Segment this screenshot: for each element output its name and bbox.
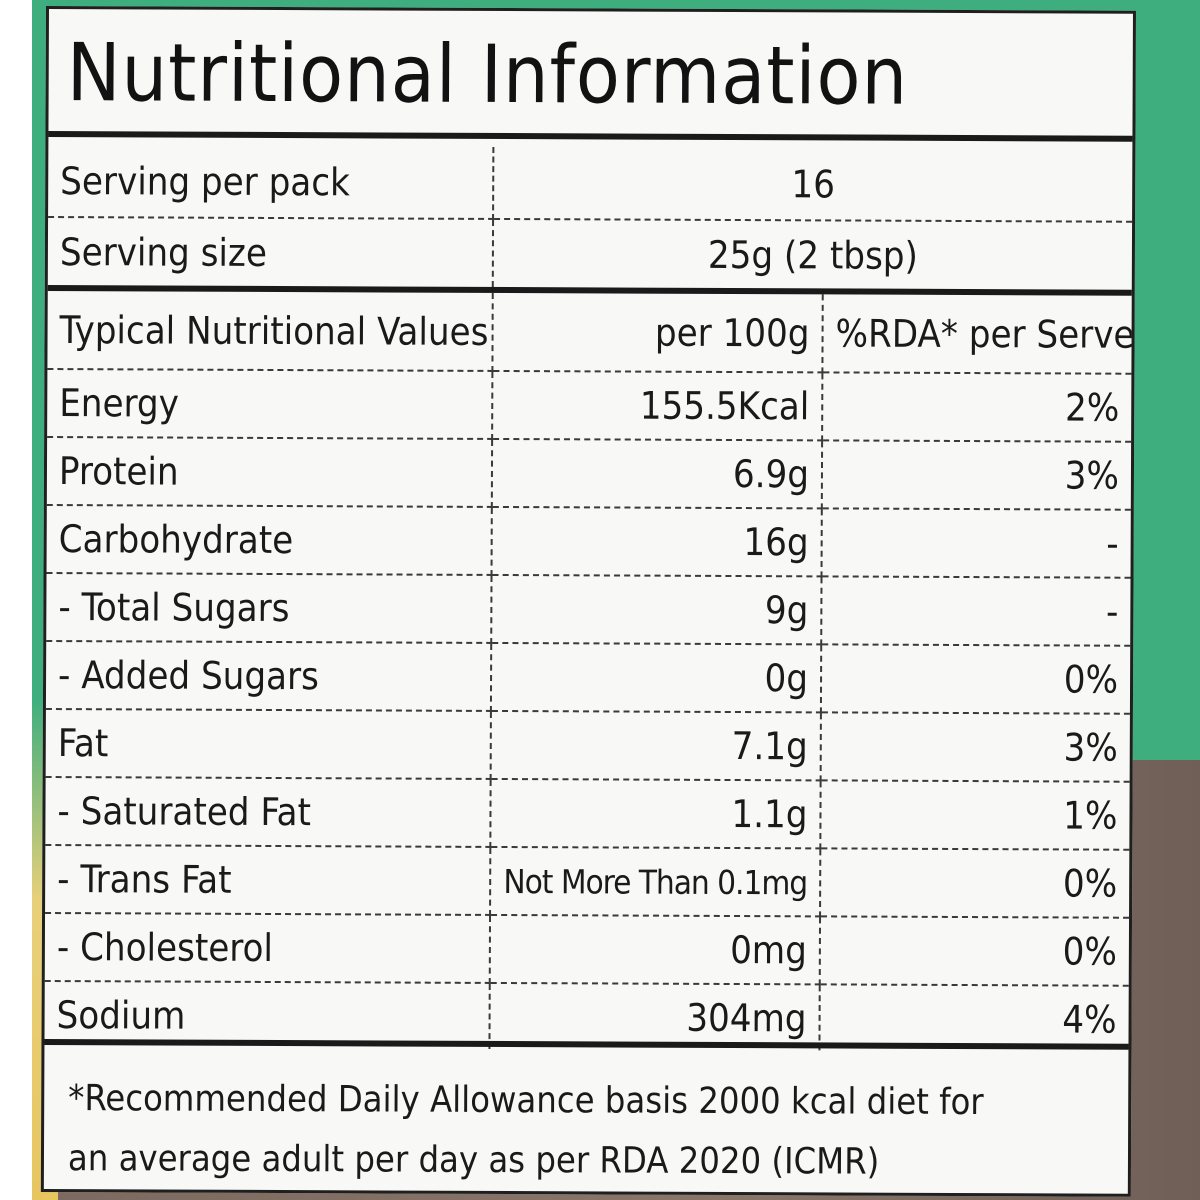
nutrient-per100: 7.1g: [490, 710, 821, 781]
nutrient-per100: 0g: [490, 642, 822, 713]
header-label: Typical Nutritional Values: [47, 291, 493, 371]
table-row: - Total Sugars 9g -: [46, 573, 1131, 646]
serving-size-label: Serving size: [47, 217, 494, 287]
nutrient-label: - Added Sugars: [45, 641, 492, 711]
nutrient-label: Carbohydrate: [46, 505, 492, 575]
nutrient-label: - Cholesterol: [44, 913, 491, 983]
nutrient-per100: 1.1g: [490, 778, 821, 849]
nutrient-rda: 0%: [819, 916, 1130, 986]
table-row: Serving per pack 16: [48, 145, 1133, 222]
table-row: Protein 6.9g 3%: [46, 437, 1132, 510]
header-per100: per 100g: [492, 292, 823, 373]
nutrient-label: - Total Sugars: [46, 573, 492, 643]
table-row: Carbohydrate 16g -: [46, 505, 1131, 578]
serving-per-pack-label: Serving per pack: [48, 145, 494, 219]
table-row: - Cholesterol 0mg 0%: [44, 913, 1130, 986]
nutrient-rda: 2%: [822, 372, 1132, 442]
serving-per-pack-value: 16: [493, 146, 1133, 222]
header-rda: %RDA* per Serve: [822, 294, 1132, 374]
nutrient-rda: 3%: [821, 440, 1132, 510]
nutrient-per100: 16g: [491, 506, 822, 577]
nutrient-per100: 155.5Kcal: [492, 370, 823, 441]
table-row: - Saturated Fat 1.1g 1%: [45, 777, 1130, 850]
rda-footnote: *Recommended Daily Allowance basis 2000 …: [44, 1051, 1129, 1196]
table-row: Serving size 25g (2 tbsp): [47, 217, 1132, 290]
table-header-row: Typical Nutritional Values per 100g %RDA…: [47, 291, 1132, 374]
nutrient-rda: 1%: [820, 780, 1130, 850]
table-row: Energy 155.5Kcal 2%: [47, 369, 1132, 442]
serving-table: Serving per pack 16 Serving size 25g (2 …: [47, 145, 1133, 290]
nutrient-label: - Saturated Fat: [45, 777, 491, 847]
nutrient-label: Protein: [46, 437, 493, 507]
nutrition-table: Typical Nutritional Values per 100g %RDA…: [44, 291, 1132, 1052]
nutrient-rda: 3%: [820, 712, 1130, 782]
nutrient-label: - Trans Fat: [45, 845, 491, 915]
table-row: - Added Sugars 0g 0%: [45, 641, 1131, 714]
nutrient-rda: -: [821, 576, 1131, 646]
footnote-line-1: *Recommended Daily Allowance basis 2000 …: [68, 1078, 984, 1124]
table-row: Fat 7.1g 3%: [45, 709, 1130, 782]
nutrient-rda: 0%: [820, 644, 1131, 714]
nutrient-per100: Not More Than 0.1mg: [490, 846, 821, 917]
serving-size-value: 25g (2 tbsp): [707, 232, 919, 278]
nutrition-label: Nutritional Information Serving per pack…: [40, 6, 1136, 1197]
label-title: Nutritional Information: [48, 9, 1133, 142]
nutrient-per100: 6.9g: [491, 438, 823, 509]
nutrient-rda: 0%: [820, 848, 1130, 918]
nutrient-per100: 9g: [491, 574, 822, 645]
nutrient-label: Fat: [45, 709, 491, 779]
footnote-line-2: an average adult per day as per RDA 2020…: [67, 1138, 880, 1183]
table-row: - Trans Fat Not More Than 0.1mg 0%: [45, 845, 1130, 918]
nutrient-rda: -: [821, 508, 1131, 578]
nutrient-per100: 0mg: [489, 914, 821, 985]
nutrient-label: Energy: [47, 369, 493, 439]
